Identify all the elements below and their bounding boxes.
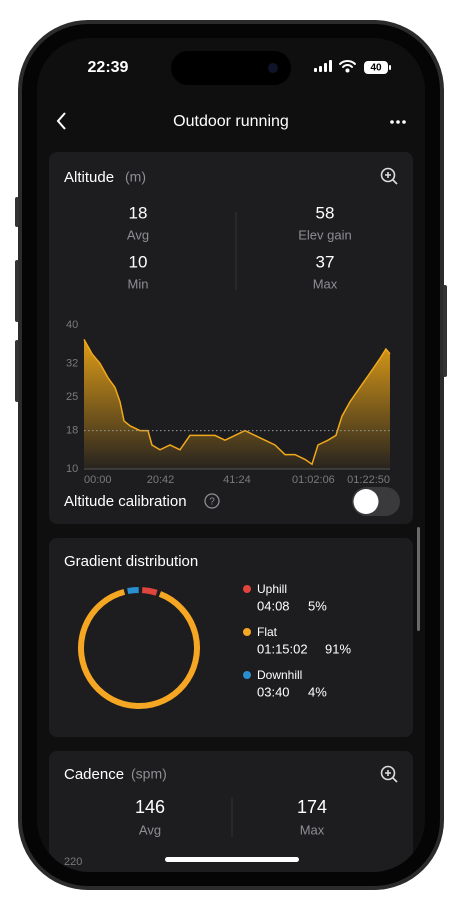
side-button <box>15 340 19 402</box>
altitude-area <box>84 339 390 469</box>
legend-label: Downhill <box>257 668 302 682</box>
calibration-label: Altitude calibration <box>64 493 187 510</box>
x-tick-label: 41:24 <box>223 474 251 486</box>
legend-dot <box>243 671 251 679</box>
camera <box>268 63 278 73</box>
unit: (m) <box>125 169 146 185</box>
side-button <box>443 285 447 377</box>
calibration-toggle[interactable] <box>352 487 400 516</box>
page-title: Outdoor running <box>173 113 289 130</box>
gradient-card <box>49 538 413 737</box>
stat-label: Min <box>128 276 149 291</box>
legend-percent: 5% <box>308 598 327 613</box>
card-title: Altitude <box>64 169 114 186</box>
status-time: 22:39 <box>88 59 129 76</box>
x-tick-label: 01:22:50 <box>347 474 390 486</box>
x-tick-label: 01:02:06 <box>292 474 335 486</box>
stat-value: 174 <box>297 797 327 817</box>
cadence-card <box>49 751 413 872</box>
donut-segment <box>141 587 158 596</box>
zoom-button[interactable] <box>380 765 398 783</box>
y-tick-label: 10 <box>66 463 78 475</box>
stat-value: 58 <box>316 203 335 222</box>
x-tick-label: 20:42 <box>147 474 175 486</box>
unit: (spm) <box>131 766 167 782</box>
card-title: Cadence <box>64 766 124 783</box>
stat-value: 18 <box>129 203 148 222</box>
legend-dot <box>243 585 251 593</box>
y-tick-label: 220 <box>64 856 82 868</box>
legend-duration: 03:40 <box>257 684 290 699</box>
legend-duration: 01:15:02 <box>257 641 308 656</box>
battery-level: 40 <box>370 63 382 74</box>
side-button <box>15 197 19 227</box>
zoom-button[interactable] <box>380 167 398 185</box>
back-button[interactable] <box>56 112 66 130</box>
altitude-line <box>83 339 391 466</box>
dynamic-island <box>171 51 291 85</box>
y-tick-label: 40 <box>66 319 78 331</box>
screen: 22:39 40 Outdoor running Altitude (m) 18… <box>37 38 425 872</box>
card-title: Gradient distribution <box>64 553 198 570</box>
stat-value: 10 <box>129 252 148 271</box>
legend-label: Uphill <box>257 582 287 596</box>
stat-label: Avg <box>127 227 149 242</box>
home-indicator <box>165 857 299 862</box>
donut-segment <box>78 588 200 709</box>
svg-text:?: ? <box>209 497 215 508</box>
y-tick-label: 18 <box>66 425 78 437</box>
wifi <box>339 60 356 73</box>
x-tick-label: 00:00 <box>84 474 112 486</box>
y-tick-label: 32 <box>66 357 78 369</box>
battery <box>364 61 388 74</box>
stat-label: Max <box>300 822 325 837</box>
donut-segment <box>127 587 139 595</box>
legend-dot <box>243 628 251 636</box>
more-button[interactable] <box>390 120 406 124</box>
legend-percent: 91% <box>325 641 351 656</box>
stat-label: Elev gain <box>298 227 351 242</box>
help-icon[interactable]: ? <box>204 493 220 509</box>
legend-percent: 4% <box>308 684 327 699</box>
legend-duration: 04:08 <box>257 598 290 613</box>
scrollbar <box>417 527 420 631</box>
stat-label: Max <box>313 276 338 291</box>
stat-value: 146 <box>135 797 165 817</box>
side-button <box>15 260 19 322</box>
stat-label: Avg <box>139 822 161 837</box>
signal <box>314 60 332 72</box>
y-tick-label: 25 <box>66 391 78 403</box>
toggle-knob <box>353 489 379 514</box>
stat-value: 37 <box>316 252 335 271</box>
legend-label: Flat <box>257 625 278 639</box>
battery-tip <box>389 65 391 70</box>
